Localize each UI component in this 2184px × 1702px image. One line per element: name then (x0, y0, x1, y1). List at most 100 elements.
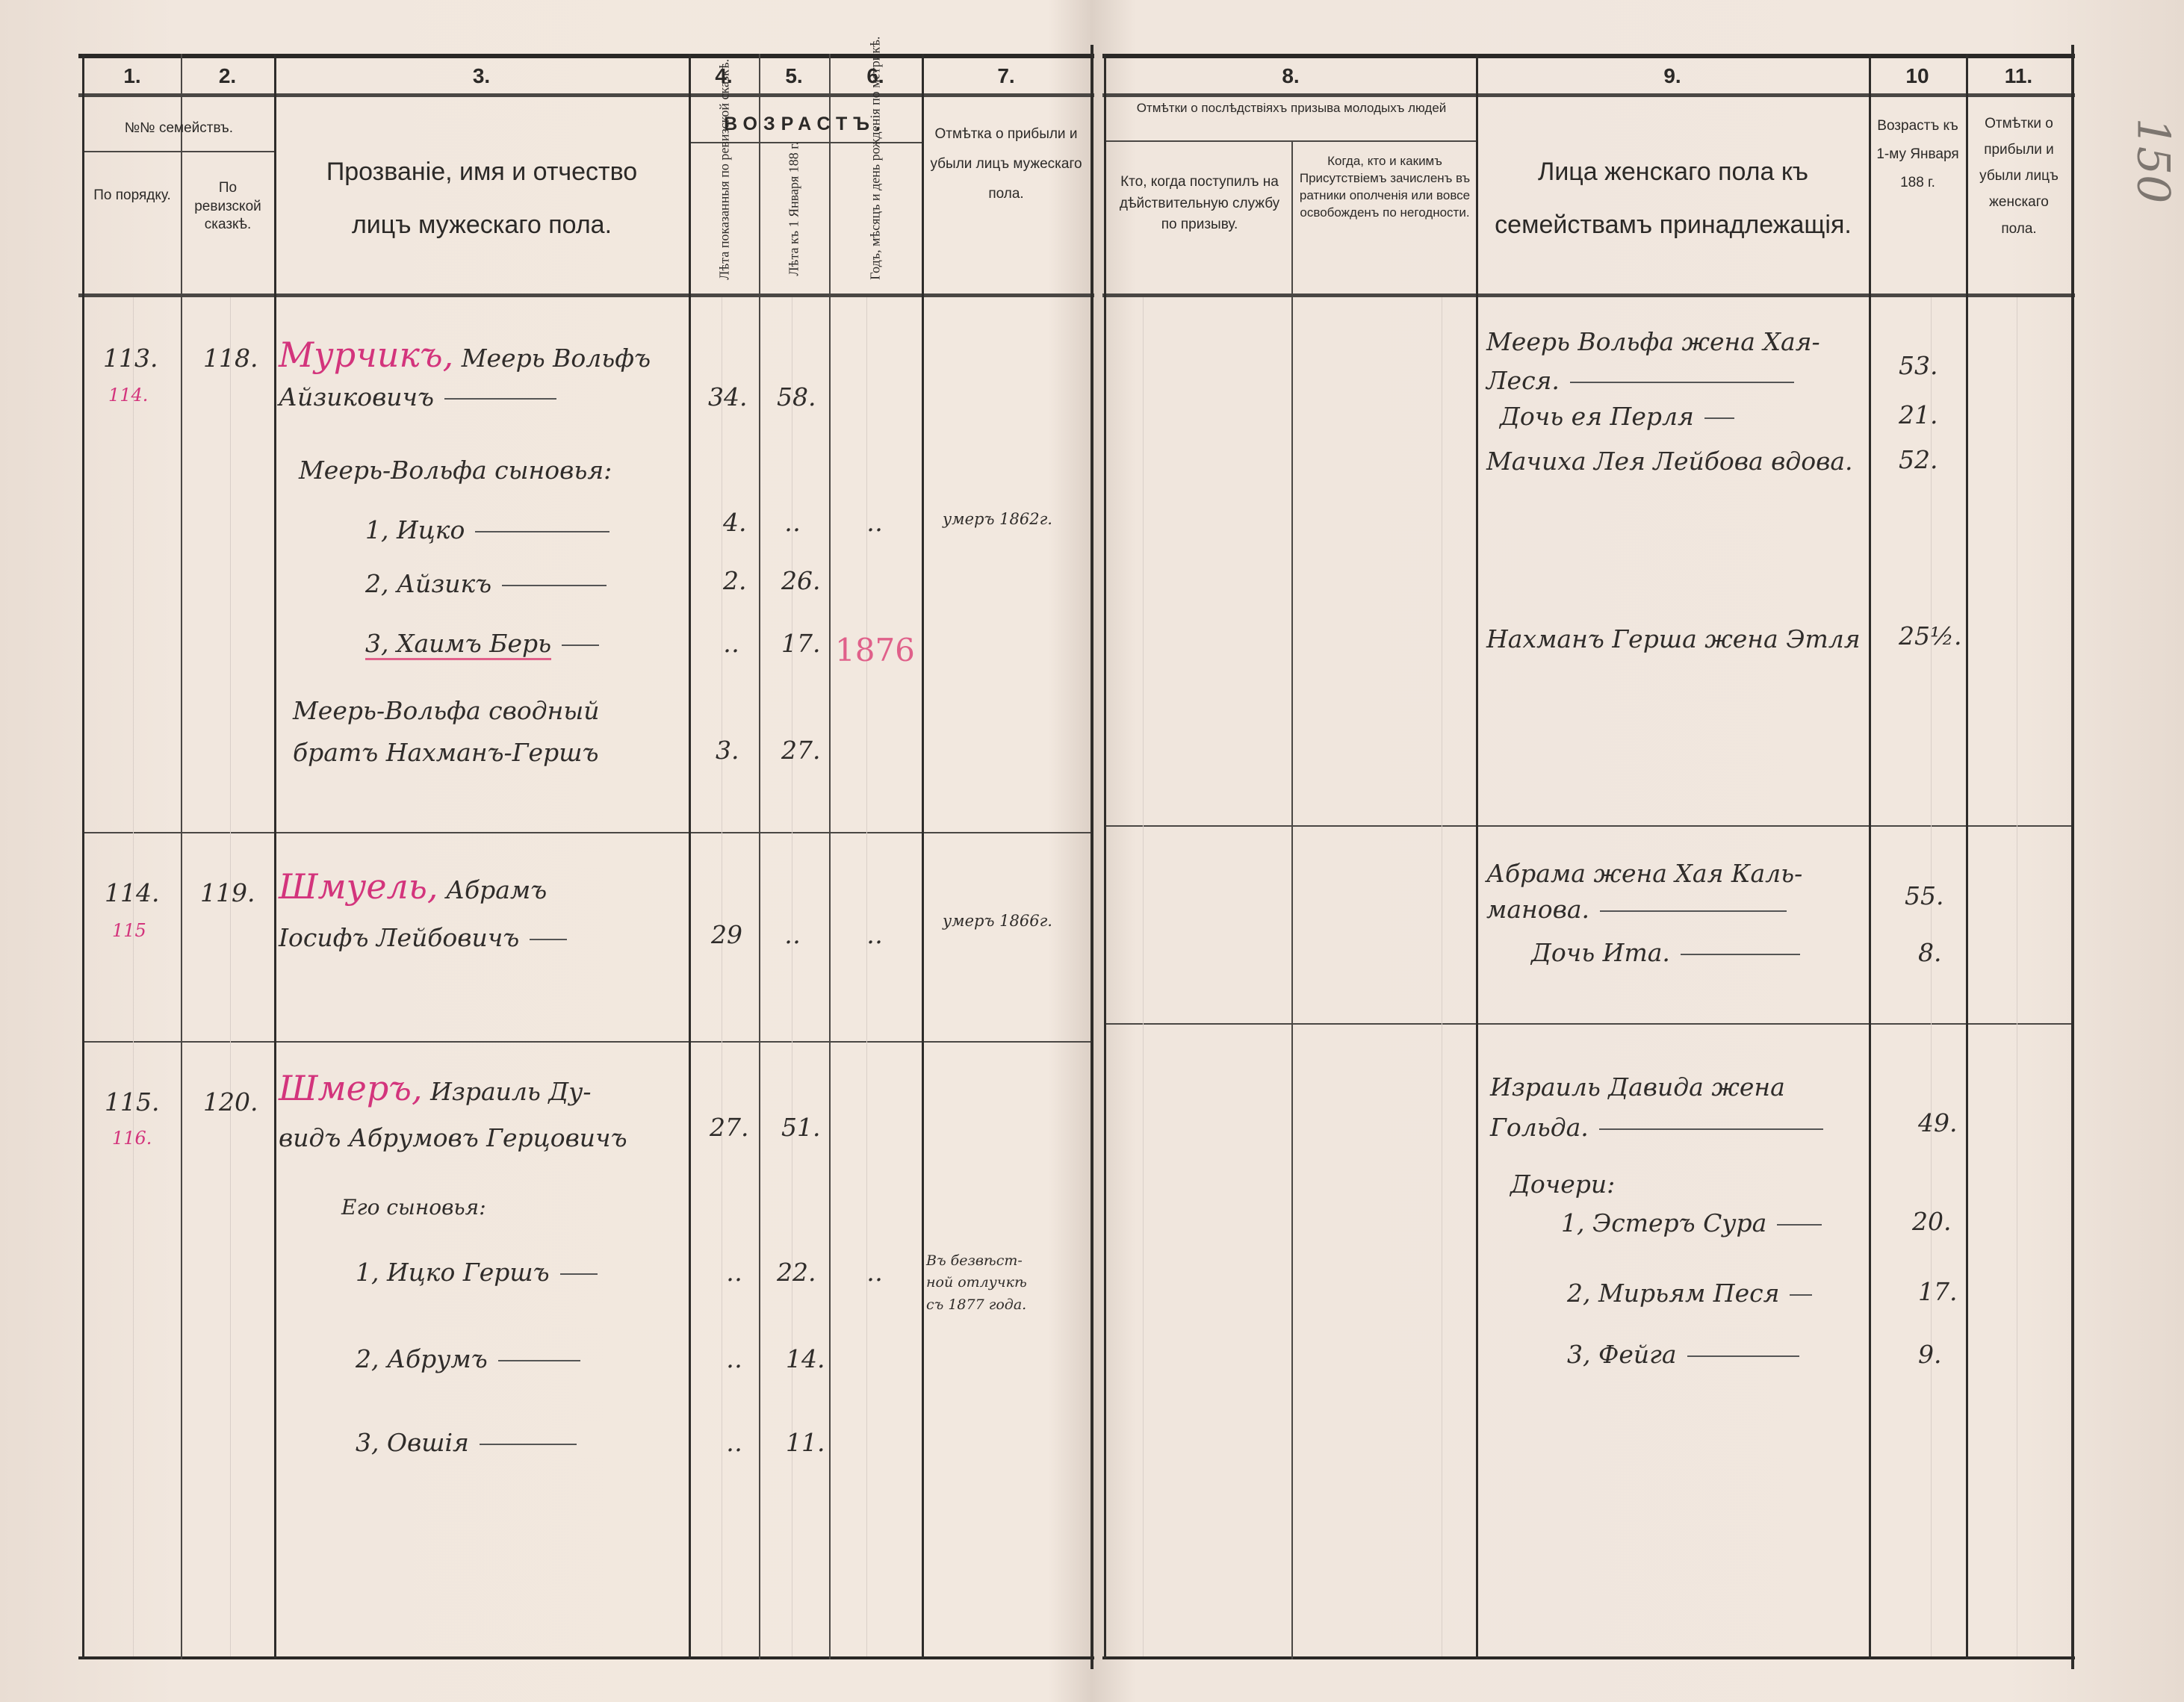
member-note: умеръ 1862г. (943, 510, 1052, 528)
female-name: Нахманъ Герша жена Этля (1486, 624, 1861, 653)
header-bottom-rule (1102, 293, 2075, 297)
age-subrule (689, 142, 922, 143)
revision-no: 120. (203, 1087, 258, 1116)
revision-no: 119. (200, 878, 255, 907)
order-no-correction: 115 (112, 920, 146, 941)
age-revision: ‥ (723, 629, 740, 658)
female-name: Дочь ея Перля (1500, 402, 1694, 431)
col-number: 2. (218, 64, 237, 87)
row-rule (1105, 825, 2073, 827)
header-females: Лица женскаго пола къ семействамъ принад… (1495, 158, 1852, 240)
female-heading: Дочери: (1510, 1170, 1616, 1199)
age-revision: 4. (723, 508, 747, 537)
female-age: 21. (1899, 400, 1938, 429)
header-female-age: Возрастъ къ 1-му Января 188 г. (1876, 118, 1959, 190)
female-name: Израиль Давида жена (1490, 1072, 1785, 1102)
age-jan: 22. (777, 1258, 816, 1287)
age-jan: 11. (786, 1428, 825, 1457)
age-revision: ‥ (726, 1344, 743, 1373)
col-rule (82, 54, 84, 1659)
bottom-rule (78, 1656, 1094, 1659)
age-jan: ‥ (784, 508, 801, 537)
patronymic: видъ Абрумовъ Герцовичъ (279, 1123, 627, 1152)
top-rule (78, 54, 1094, 58)
col-rule (1091, 45, 1093, 1669)
bottom-rule (1102, 1656, 2075, 1659)
female-name: Абрама жена Хая Каль- (1486, 859, 1803, 888)
col-number: 8. (1282, 64, 1300, 87)
col-rule (1966, 54, 1968, 1659)
female-age: 52. (1899, 445, 1938, 474)
age-jan: 27. (781, 736, 821, 765)
age-revision: 29 (711, 920, 742, 949)
header-by-revision: По ревизской сказкѣ. (194, 180, 261, 233)
female-name-cont: Гольда. (1490, 1113, 1589, 1142)
col-rule (1104, 54, 1106, 1659)
header-birth-date: Годъ, мѣсяцъ и день рожденія по метрикѣ. (867, 36, 883, 280)
member-name: 2, Айзикъ (365, 569, 492, 598)
row-rule (84, 832, 1092, 833)
col-number: 5. (785, 64, 803, 87)
member-name: 1, Ицко (365, 515, 465, 544)
order-no-correction: 116. (112, 1128, 152, 1149)
col-number: 3. (472, 64, 491, 87)
folio-number: 150 (2126, 117, 2180, 204)
col-number: 7. (997, 64, 1015, 87)
conscription-subrule (1105, 140, 1477, 142)
order-no-correction: 114. (108, 385, 149, 406)
header-rule (78, 93, 1094, 97)
families-subrule (84, 151, 274, 152)
col-number: 11. (2004, 64, 2033, 87)
female-age: 49. (1918, 1108, 1958, 1137)
birth: ‥ (866, 1258, 884, 1287)
age-revision: 2. (723, 566, 747, 595)
female-age: 53. (1899, 351, 1938, 380)
col-number: 6. (866, 64, 884, 87)
age-jan: ‥ (784, 920, 801, 949)
birth: ‥ (866, 508, 884, 537)
col-rule (1476, 54, 1478, 1659)
col-number: 4. (715, 64, 733, 87)
header-families: №№ семействъ. (124, 120, 234, 136)
header-bottom-rule (78, 293, 1094, 297)
revision-no: 118. (203, 344, 258, 373)
header-rule (1102, 93, 2075, 97)
female-name: Дочь Ита. (1531, 938, 1670, 967)
female-age: 9. (1918, 1340, 1942, 1369)
col-rule (922, 54, 924, 1659)
female-name: 1, Эстеръ Сура (1561, 1208, 1767, 1237)
member-name-cont: братъ Нахманъ-Гершъ (293, 738, 599, 767)
given-name: Меерь Вольфъ (461, 344, 651, 373)
age-revision: 27. (710, 1113, 749, 1142)
female-age: 17. (1918, 1277, 1958, 1306)
header-name: Прозваніе, имя и отчество лицъ мужескаго… (326, 158, 638, 240)
age-jan: 51. (781, 1113, 821, 1142)
col-rule (1291, 140, 1293, 1659)
female-age: 20. (1912, 1207, 1952, 1236)
row-rule (84, 1041, 1092, 1043)
note-line: Въ безвѣст- (926, 1252, 1023, 1269)
age-revision: ‥ (726, 1258, 743, 1287)
age-jan: 26. (781, 566, 821, 595)
patronymic: Іосифъ Лейбовичъ (279, 923, 520, 952)
header-arrival-departure: Отмѣтка о прибыли и убыли лицъ мужескаго… (930, 126, 1082, 202)
female-name: 3, Фейга (1567, 1340, 1677, 1369)
age-jan: 58. (777, 382, 816, 411)
row-rule (1105, 1023, 2073, 1025)
age-jan: 14. (786, 1344, 825, 1373)
surname: Шмуель, (279, 866, 438, 907)
female-name-cont: Леся. (1486, 366, 1560, 395)
col-rule (274, 54, 276, 1659)
age-revision: 3. (716, 736, 739, 765)
col-rule (759, 54, 760, 1659)
member-name: Меерь-Вольфа сводный (293, 696, 600, 725)
col-rule (1869, 54, 1871, 1659)
female-name: Меерь Вольфа жена Хая- (1486, 327, 1820, 356)
order-no: 115. (105, 1087, 160, 1116)
member-note: Въ безвѣст- ной отлучкѣ съ 1877 года. (926, 1250, 1027, 1316)
female-name-cont: манова. (1486, 895, 1590, 924)
member-name: 3, Овшія (356, 1428, 469, 1457)
col-rule (829, 54, 831, 1659)
header-female-marks: Отмѣтки о прибыли и убыли лицъ женскаго … (1979, 116, 2059, 237)
member-name: 3, Хаимъ Берь (365, 629, 552, 660)
